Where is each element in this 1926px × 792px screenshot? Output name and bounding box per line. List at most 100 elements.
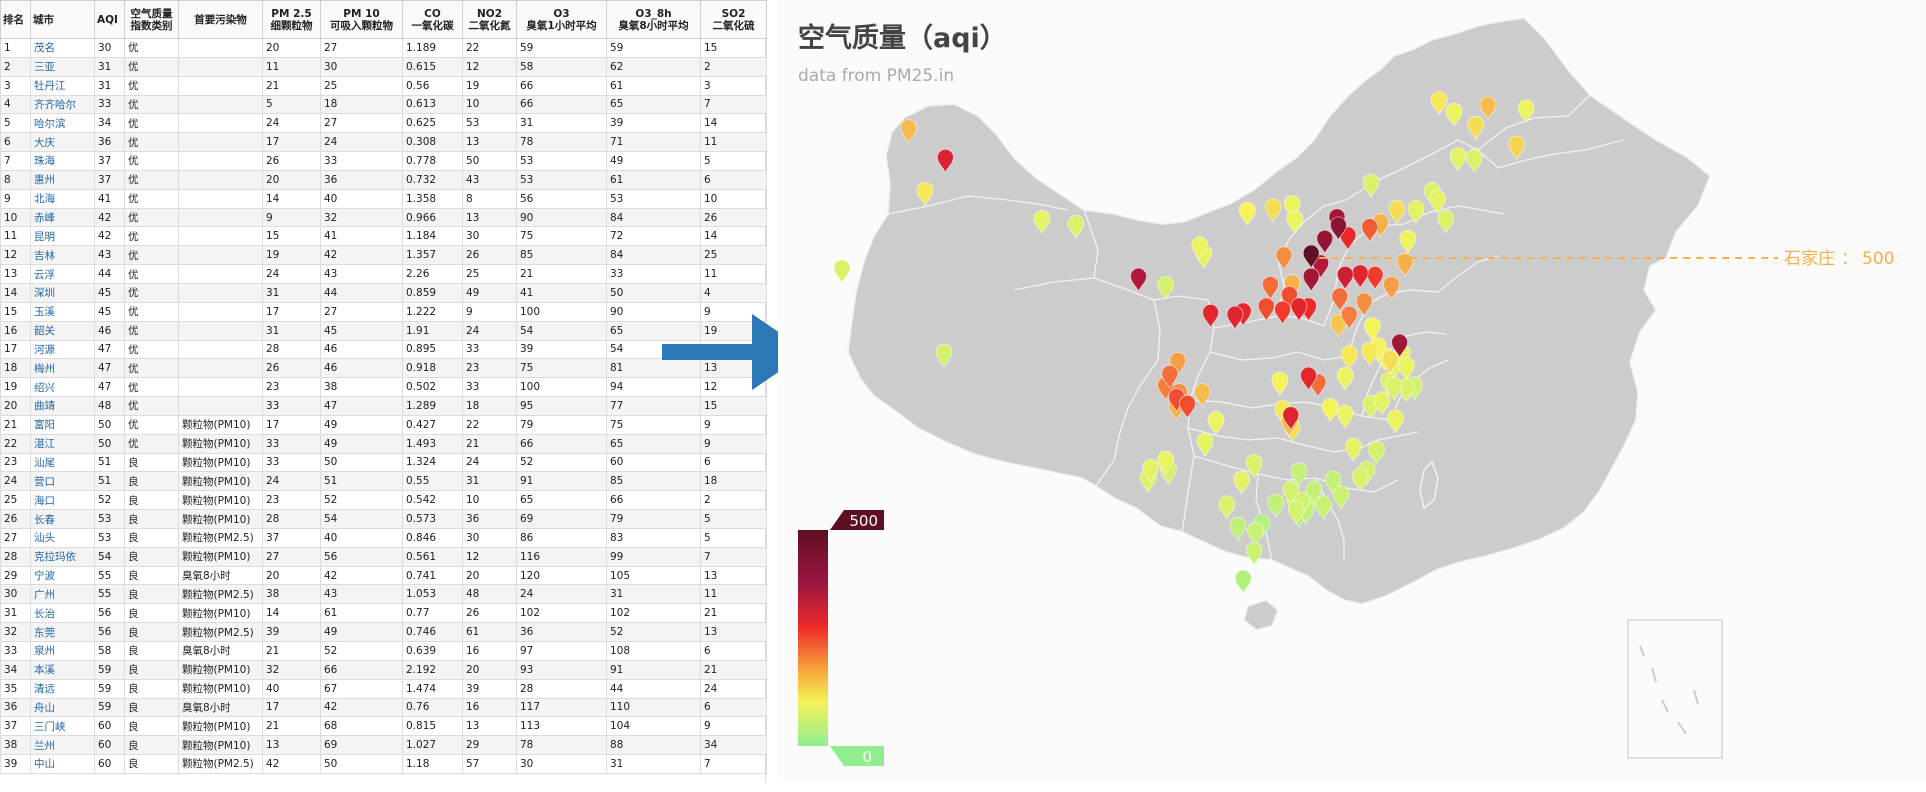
city-link[interactable]: 曲靖	[30, 396, 95, 416]
aqi-marker[interactable]	[1332, 485, 1350, 510]
aqi-marker[interactable]	[1157, 275, 1175, 301]
city-link[interactable]: 本溪	[30, 659, 95, 680]
aqi-marker[interactable]	[1229, 516, 1247, 542]
aqi-marker[interactable]	[1283, 195, 1301, 220]
city-link[interactable]: 玉溪	[30, 301, 95, 322]
aqi-marker[interactable]	[1245, 541, 1263, 566]
aqi-marker[interactable]	[1340, 305, 1358, 330]
aqi-marker[interactable]	[1130, 267, 1147, 292]
aqi-marker[interactable]	[1290, 297, 1308, 322]
city-link[interactable]: 汕尾	[30, 452, 95, 473]
aqi-marker[interactable]	[1388, 200, 1406, 225]
city-link[interactable]: 河源	[30, 339, 95, 360]
aqi-marker[interactable]	[916, 181, 934, 207]
aqi-marker[interactable]	[1261, 275, 1279, 301]
city-link[interactable]: 赤峰	[30, 207, 95, 228]
aqi-marker[interactable]	[1366, 266, 1384, 291]
city-link[interactable]: 吉林	[30, 245, 95, 266]
city-link[interactable]: 昆明	[30, 226, 95, 247]
aqi-marker[interactable]	[1245, 454, 1263, 479]
aqi-marker[interactable]	[1331, 287, 1349, 312]
aqi-marker[interactable]	[1193, 383, 1211, 408]
aqi-marker[interactable]	[1275, 246, 1293, 271]
city-link[interactable]: 三亚	[30, 56, 95, 77]
city-link[interactable]: 宁波	[30, 565, 95, 586]
city-link[interactable]: 营口	[30, 471, 95, 492]
aqi-marker[interactable]	[1368, 440, 1385, 466]
aqi-marker[interactable]	[936, 148, 954, 174]
aqi-marker[interactable]	[1398, 356, 1415, 382]
aqi-marker[interactable]	[1381, 350, 1399, 375]
aqi-marker[interactable]	[1246, 521, 1264, 547]
aqi-marker[interactable]	[1330, 313, 1347, 339]
city-link[interactable]: 湛江	[30, 433, 95, 454]
aqi-marker[interactable]	[1517, 99, 1535, 124]
aqi-marker[interactable]	[1330, 216, 1347, 241]
aqi-marker[interactable]	[1161, 365, 1179, 390]
aqi-marker[interactable]	[1271, 371, 1289, 396]
city-link[interactable]: 泉州	[30, 641, 95, 661]
city-link[interactable]: 牡丹江	[30, 75, 95, 96]
aqi-marker[interactable]	[1218, 495, 1236, 520]
aqi-marker[interactable]	[1267, 493, 1285, 518]
city-link[interactable]: 舟山	[30, 697, 95, 718]
aqi-marker[interactable]	[1383, 275, 1400, 301]
aqi-marker[interactable]	[1361, 218, 1379, 243]
city-link[interactable]: 珠海	[30, 151, 95, 171]
aqi-marker[interactable]	[1449, 147, 1467, 172]
aqi-marker[interactable]	[1226, 305, 1244, 330]
aqi-marker[interactable]	[1430, 91, 1448, 116]
city-link[interactable]: 兰州	[30, 735, 95, 756]
aqi-marker[interactable]	[1302, 244, 1320, 269]
aqi-marker[interactable]	[1373, 391, 1391, 416]
aqi-marker[interactable]	[1316, 229, 1334, 255]
city-link[interactable]: 清远	[30, 678, 95, 699]
aqi-marker[interactable]	[1351, 264, 1369, 289]
aqi-marker[interactable]	[1264, 198, 1282, 223]
city-link[interactable]: 韶关	[30, 320, 95, 341]
aqi-marker[interactable]	[1257, 297, 1275, 322]
city-link[interactable]: 三门峡	[30, 716, 95, 737]
aqi-marker[interactable]	[1233, 470, 1251, 495]
aqi-marker[interactable]	[1286, 209, 1304, 235]
city-link[interactable]: 海口	[30, 490, 95, 511]
aqi-marker[interactable]	[1067, 214, 1085, 240]
city-link[interactable]: 汕头	[30, 527, 95, 548]
aqi-marker[interactable]	[1196, 432, 1214, 457]
aqi-marker[interactable]	[1202, 304, 1220, 329]
aqi-marker[interactable]	[1387, 409, 1404, 434]
aqi-marker[interactable]	[1396, 252, 1414, 278]
city-link[interactable]: 北海	[30, 188, 95, 209]
aqi-marker[interactable]	[1479, 96, 1497, 121]
legend-max-handle[interactable]	[798, 510, 884, 530]
aqi-marker[interactable]	[1445, 102, 1463, 127]
aqi-marker[interactable]	[1340, 345, 1358, 370]
city-link[interactable]: 惠州	[30, 169, 95, 190]
aqi-marker[interactable]	[1361, 341, 1379, 367]
aqi-marker[interactable]	[1345, 437, 1362, 462]
aqi-marker[interactable]	[1508, 135, 1525, 160]
aqi-marker[interactable]	[1274, 300, 1292, 325]
aqi-marker[interactable]	[1321, 398, 1339, 423]
city-link[interactable]: 富阳	[30, 414, 95, 435]
aqi-marker[interactable]	[1351, 467, 1369, 492]
aqi-marker[interactable]	[1362, 173, 1380, 198]
city-link[interactable]: 茂名	[30, 38, 95, 58]
aqi-marker[interactable]	[1300, 366, 1317, 391]
aqi-marker[interactable]	[1282, 480, 1300, 505]
aqi-marker[interactable]	[1429, 190, 1447, 215]
city-link[interactable]: 哈尔滨	[30, 113, 95, 134]
aqi-marker[interactable]	[1391, 333, 1408, 358]
city-link[interactable]: 大庆	[30, 132, 95, 153]
aqi-marker[interactable]	[1142, 459, 1160, 484]
aqi-marker[interactable]	[1234, 569, 1252, 594]
aqi-marker[interactable]	[1466, 148, 1483, 174]
aqi-marker[interactable]	[833, 259, 851, 284]
aqi-marker[interactable]	[1336, 366, 1354, 391]
aqi-marker[interactable]	[1315, 495, 1332, 520]
aqi-marker[interactable]	[1287, 500, 1305, 525]
aqi-marker[interactable]	[1238, 201, 1256, 226]
aqi-marker[interactable]	[1336, 404, 1354, 429]
aqi-marker[interactable]	[900, 119, 918, 144]
city-link[interactable]: 东莞	[30, 622, 95, 642]
